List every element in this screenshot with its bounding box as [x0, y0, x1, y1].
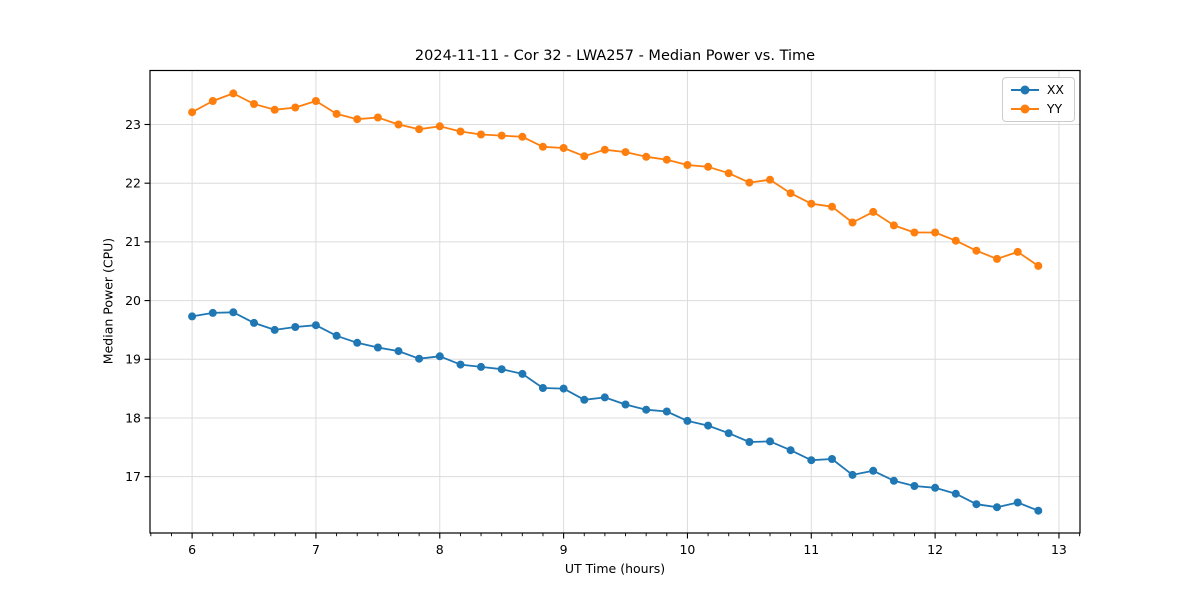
- svg-text:10: 10: [679, 542, 695, 557]
- legend: XX YY: [1001, 77, 1075, 122]
- legend-line-marker-icon: [1010, 104, 1039, 114]
- svg-text:19: 19: [125, 352, 141, 367]
- axes-frame: [149, 69, 1081, 534]
- x-axis-label: UT Time (hours): [564, 561, 666, 576]
- svg-text:22: 22: [125, 175, 141, 190]
- series-xx-line: [191, 311, 1040, 512]
- y-axis-label: Median Power (CPU): [100, 237, 116, 365]
- svg-text:20: 20: [125, 293, 141, 308]
- svg-text:7: 7: [312, 542, 320, 557]
- series-xx-markers: [188, 308, 1043, 515]
- series-yy-markers: [188, 89, 1043, 270]
- legend-label-yy: YY: [1046, 101, 1063, 116]
- svg-text:18: 18: [125, 410, 141, 425]
- chart-title: 2024-11-11 - Cor 32 - LWA257 - Median Po…: [414, 48, 816, 64]
- svg-text:6: 6: [188, 542, 196, 557]
- svg-text:8: 8: [436, 542, 444, 557]
- svg-text:13: 13: [1051, 542, 1067, 557]
- legend-label-xx: XX: [1046, 82, 1064, 97]
- svg-text:11: 11: [803, 542, 819, 557]
- legend-item-yy: YY: [1010, 101, 1064, 117]
- series-yy-line: [191, 92, 1040, 267]
- svg-text:17: 17: [125, 469, 141, 484]
- svg-text:9: 9: [560, 542, 568, 557]
- legend-item-xx: XX: [1010, 82, 1064, 98]
- gridlines: [150, 70, 1080, 533]
- y-tick-labels: 17 18 19 20 21 22 23: [125, 117, 141, 484]
- svg-text:23: 23: [125, 117, 141, 132]
- svg-text:21: 21: [125, 234, 141, 249]
- x-tick-labels: 6 7 8 9 10 11 12 13: [188, 542, 1067, 557]
- svg-text:12: 12: [927, 542, 943, 557]
- legend-line-marker-icon: [1010, 85, 1039, 95]
